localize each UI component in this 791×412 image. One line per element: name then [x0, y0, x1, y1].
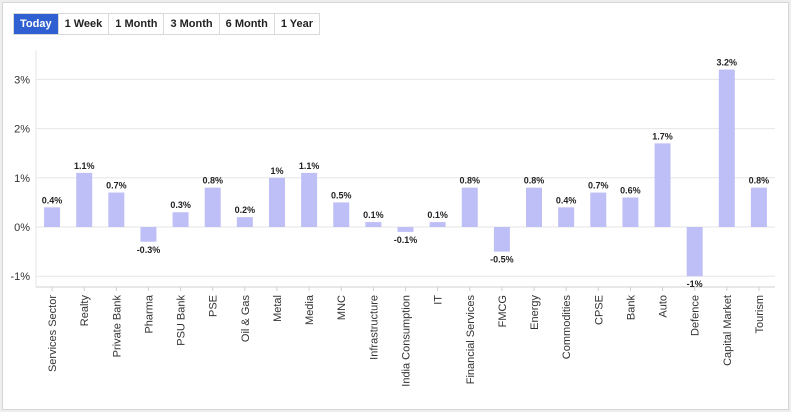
bar: [204, 187, 221, 227]
bar: [108, 192, 125, 227]
data-label: 0.8%: [202, 176, 223, 186]
y-tick-label: 1%: [14, 173, 30, 185]
data-label: -0.3%: [137, 245, 161, 255]
data-label: 1%: [270, 166, 283, 176]
bar: [654, 143, 671, 227]
data-label: 0.7%: [106, 181, 127, 191]
bar: [718, 69, 735, 227]
data-label: 0.8%: [749, 176, 770, 186]
y-tick-label: 3%: [14, 74, 30, 86]
data-label: 0.3%: [170, 200, 191, 210]
data-label: -1%: [687, 279, 703, 289]
x-tick-label: Bank: [625, 295, 637, 321]
tab-6-month[interactable]: 6 Month: [220, 14, 275, 34]
x-tick-label: Commodities: [561, 295, 573, 360]
x-tick-label: Financial Services: [465, 295, 477, 385]
x-tick-label: Services Sector: [47, 295, 59, 372]
bar: [301, 172, 318, 227]
bar: [558, 207, 575, 227]
bar: [686, 227, 703, 277]
tab-today[interactable]: Today: [14, 14, 59, 34]
x-tick-label: Energy: [529, 295, 541, 330]
bar: [622, 197, 639, 227]
x-tick-label: Oil & Gas: [240, 295, 252, 343]
tab-1-month[interactable]: 1 Month: [109, 14, 165, 34]
data-label: -0.5%: [490, 255, 514, 265]
data-label: 0.8%: [524, 176, 545, 186]
bar: [750, 187, 767, 227]
x-tick-label: Infrastructure: [368, 295, 380, 360]
bar: [429, 222, 446, 227]
x-tick-label: India Consumption: [401, 295, 413, 387]
data-label: 0.7%: [588, 181, 609, 191]
x-tick-label: Pharma: [143, 294, 155, 333]
bar: [365, 222, 382, 227]
data-label: 0.1%: [427, 210, 448, 220]
x-tick-label: Auto: [658, 295, 670, 318]
data-label: 0.2%: [235, 205, 256, 215]
data-label: 1.7%: [652, 131, 673, 141]
data-label: -0.1%: [394, 235, 418, 245]
x-tick-label: Metal: [272, 295, 284, 322]
x-tick-label: Capital Market: [722, 295, 734, 366]
x-tick-label: PSE: [208, 295, 220, 317]
x-tick-label: CPSE: [593, 295, 605, 325]
bar: [493, 227, 510, 252]
data-label: 0.5%: [331, 190, 352, 200]
period-tabs: Today 1 Week 1 Month 3 Month 6 Month 1 Y…: [13, 13, 321, 35]
x-tick-label: Media: [304, 294, 316, 325]
y-tick-label: 0%: [14, 222, 30, 234]
data-label: 0.1%: [363, 210, 384, 220]
data-label: 0.4%: [42, 195, 63, 205]
x-tick-label: Realty: [79, 295, 91, 327]
bar: [140, 227, 157, 242]
bar: [526, 187, 543, 227]
data-label: 1.1%: [74, 161, 95, 171]
bar: [236, 217, 253, 227]
x-tick-label: FMCG: [497, 295, 509, 327]
bar: [268, 177, 285, 227]
y-tick-label: 2%: [14, 124, 30, 136]
data-label: 0.6%: [620, 185, 641, 195]
y-tick-label: -1%: [10, 271, 30, 283]
x-tick-label: IT: [433, 295, 445, 305]
x-tick-label: Private Bank: [111, 295, 123, 358]
bar: [76, 172, 93, 227]
x-tick-label: MNC: [336, 295, 348, 320]
bar: [172, 212, 189, 227]
bar: [461, 187, 478, 227]
x-tick-label: Tourism: [754, 295, 766, 334]
tab-3-month[interactable]: 3 Month: [164, 14, 220, 34]
x-tick-label: PSU Bank: [176, 295, 188, 346]
bar: [590, 192, 607, 227]
data-label: 0.4%: [556, 195, 577, 205]
bar: [397, 227, 414, 232]
bar: [333, 202, 350, 227]
data-label: 0.8%: [460, 176, 481, 186]
data-label: 3.2%: [717, 58, 738, 68]
bar: [44, 207, 61, 227]
x-tick-label: Defence: [690, 295, 702, 336]
tab-1-week[interactable]: 1 Week: [59, 14, 110, 34]
data-label: 1.1%: [299, 161, 320, 171]
tab-1-year[interactable]: 1 Year: [280, 18, 314, 30]
